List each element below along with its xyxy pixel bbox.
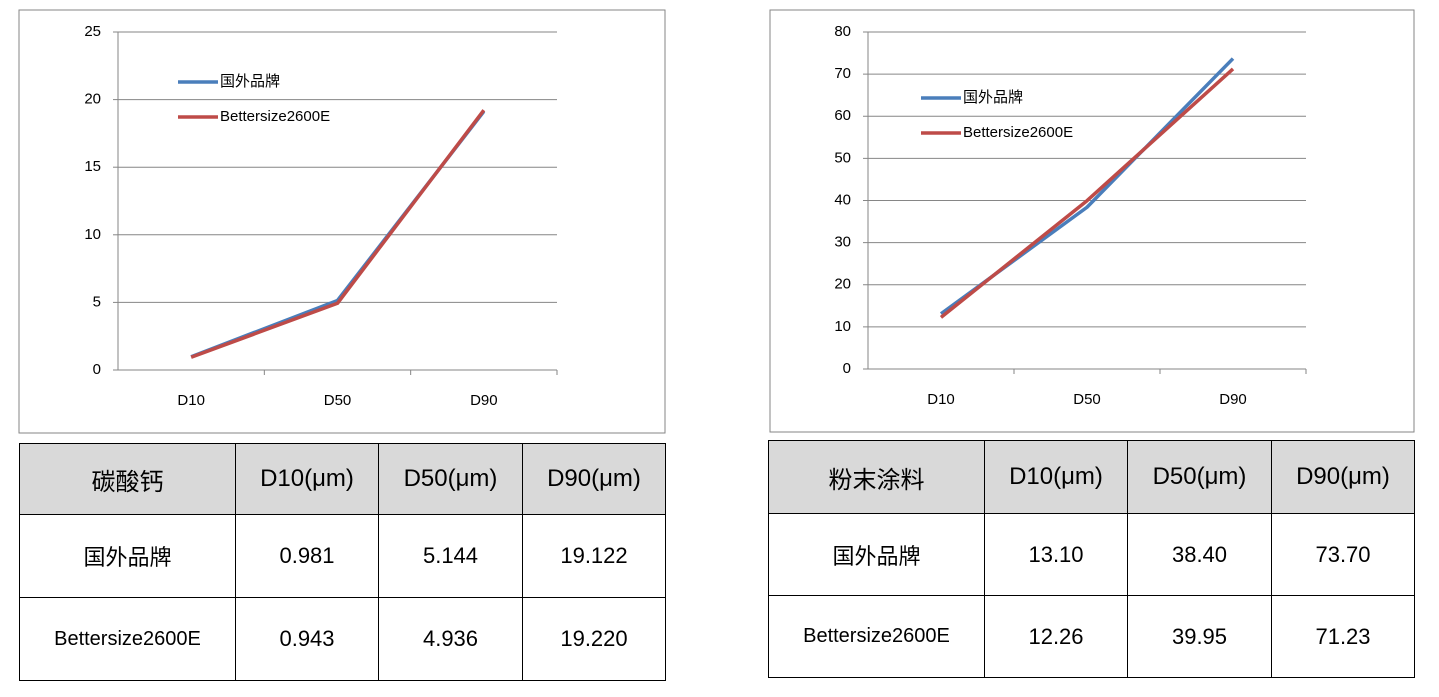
table-cell: 0.981	[235, 514, 379, 598]
table-cell: Bettersize2600E	[19, 597, 236, 681]
table-cell: 国外品牌	[19, 514, 236, 598]
y-tick-label: 15	[84, 158, 101, 175]
table-cell: 粉末涂料	[768, 440, 985, 514]
table-row: Bettersize2600E 0.943 4.936 19.220	[19, 597, 666, 681]
y-tick-label: 50	[834, 149, 851, 166]
table-row: Bettersize2600E 12.26 39.95 71.23	[768, 595, 1415, 678]
table-cell: 碳酸钙	[19, 443, 236, 515]
y-tick-label: 10	[834, 318, 851, 335]
table-cell: 13.10	[984, 513, 1128, 596]
legend-label: 国外品牌	[963, 89, 1023, 106]
y-tick-label: 60	[834, 107, 851, 124]
table-header: 碳酸钙 D10(μm) D50(μm) D90(μm)	[19, 443, 666, 515]
table-cell: 19.220	[522, 597, 666, 681]
line-series	[190, 109, 486, 359]
table-cell: 39.95	[1127, 595, 1272, 678]
table-row: 国外品牌 13.10 38.40 73.70	[768, 513, 1415, 596]
table-header: 粉末涂料 D10(μm) D50(μm) D90(μm)	[768, 440, 1415, 514]
data-table: 碳酸钙 D10(μm) D50(μm) D90(μm) 国外品牌 0.981 5.144 19…	[19, 443, 666, 681]
table-cell: 71.23	[1271, 595, 1415, 678]
x-tick-label: D10	[927, 391, 955, 408]
table-cell: D50(μm)	[378, 443, 523, 515]
table-cell: Bettersize2600E	[768, 595, 985, 678]
y-tick-label: 0	[93, 361, 101, 378]
table-cell: 4.936	[378, 597, 523, 681]
y-tick-label: 20	[84, 91, 101, 108]
table-cell: D10(μm)	[984, 440, 1128, 514]
table-cell: 5.144	[378, 514, 523, 598]
table-row: 国外品牌 0.981 5.144 19.122	[19, 514, 666, 598]
y-tick-label: 80	[834, 23, 851, 40]
table-cell: 73.70	[1271, 513, 1415, 596]
y-tick-label: 20	[834, 276, 851, 293]
legend-label: Bettersize2600E	[963, 124, 1073, 141]
x-tick-label: D50	[324, 392, 352, 409]
table-cell: D10(μm)	[235, 443, 379, 515]
y-tick-label: 25	[84, 23, 101, 40]
y-tick-label: 70	[834, 65, 851, 82]
legend-label: 国外品牌	[220, 73, 280, 90]
y-tick-label: 40	[834, 191, 851, 208]
table-cell: D50(μm)	[1127, 440, 1272, 514]
legend-label: Bettersize2600E	[220, 108, 330, 125]
table-cell: 12.26	[984, 595, 1128, 678]
x-tick-label: D90	[1219, 391, 1247, 408]
table-cell: 38.40	[1127, 513, 1272, 596]
table-cell: 0.943	[235, 597, 379, 681]
y-tick-label: 5	[93, 293, 101, 310]
x-tick-label: D10	[177, 392, 205, 409]
table-cell: 国外品牌	[768, 513, 985, 596]
line-series	[939, 67, 1235, 319]
y-tick-label: 0	[843, 360, 851, 377]
chart-frame	[769, 9, 1415, 433]
table-cell: 19.122	[522, 514, 666, 598]
y-tick-label: 30	[834, 234, 851, 251]
y-tick-label: 10	[84, 226, 101, 243]
x-tick-label: D50	[1073, 391, 1101, 408]
data-table: 粉末涂料 D10(μm) D50(μm) D90(μm) 国外品牌 13.10 38.40 7…	[768, 440, 1415, 678]
chart-frame	[18, 9, 666, 434]
table-cell: D90(μm)	[1271, 440, 1415, 514]
table-cell: D90(μm)	[522, 443, 666, 515]
x-tick-label: D90	[470, 392, 498, 409]
